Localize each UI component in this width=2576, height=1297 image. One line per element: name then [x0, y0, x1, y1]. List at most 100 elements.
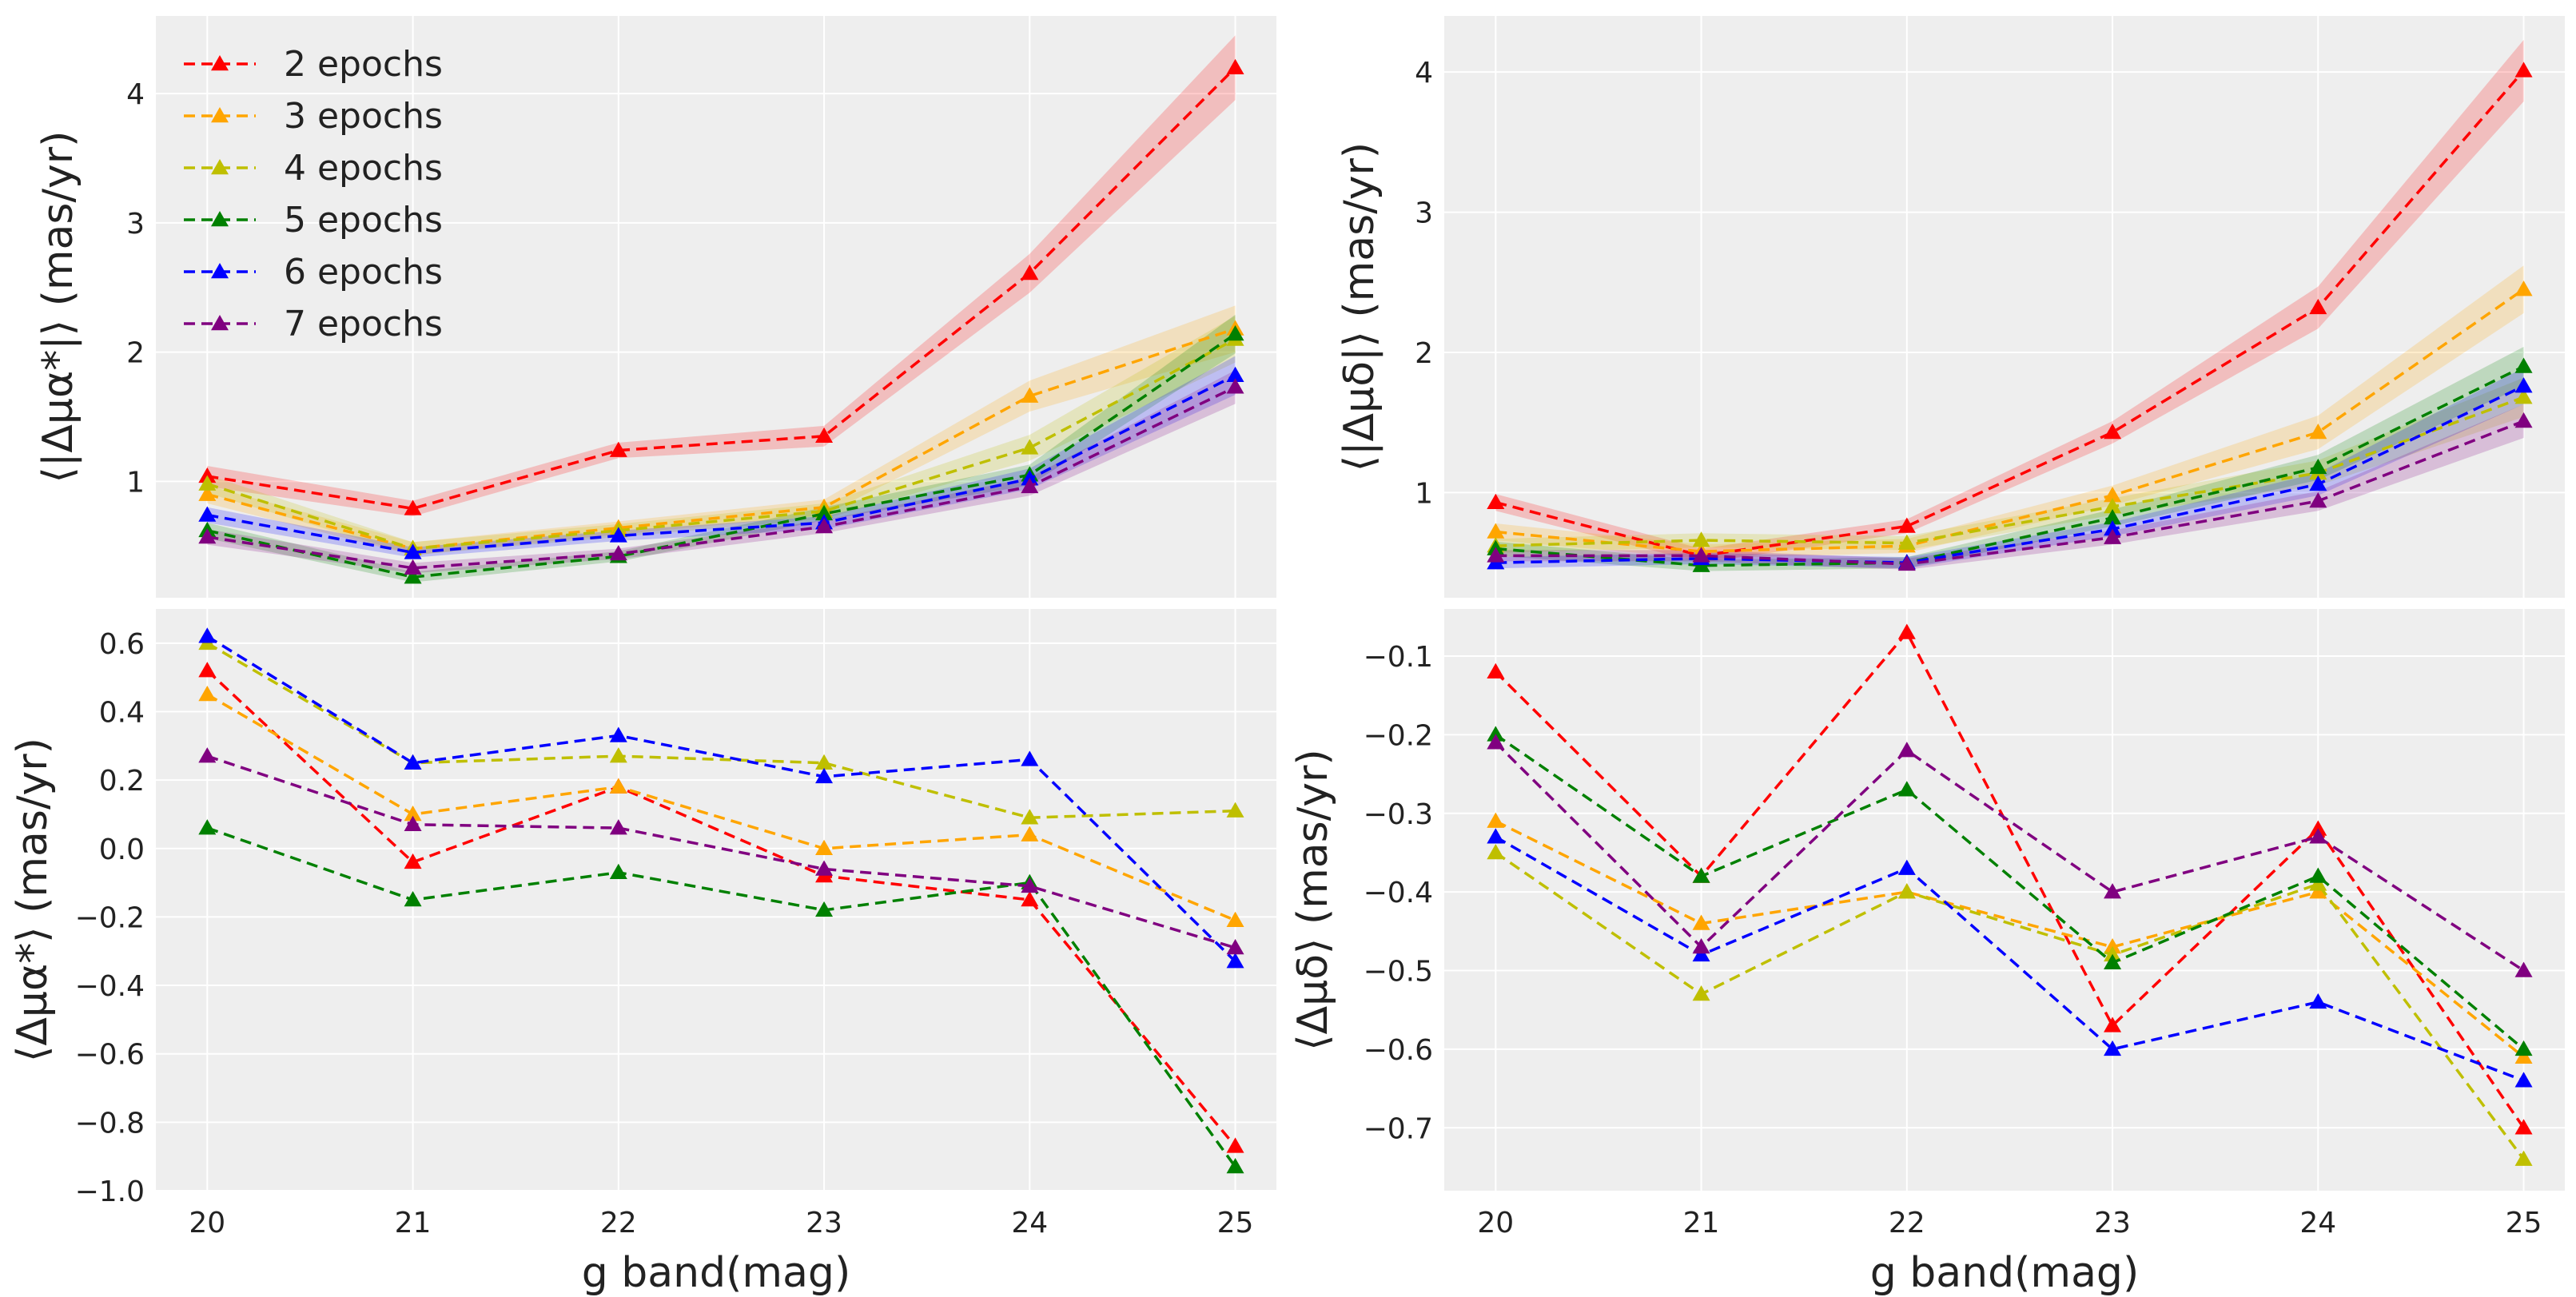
data-point [1692, 985, 1710, 1001]
data-point [404, 559, 422, 575]
data-point [2309, 458, 2327, 475]
data-point [1226, 378, 1244, 394]
series-line-5-epochs [1495, 733, 2525, 1051]
series-line-3-epochs [206, 327, 1236, 551]
series-line-5-epochs [1495, 364, 2525, 567]
data-point [404, 499, 422, 515]
y-tick-label: −0.1 [1364, 641, 1433, 674]
data-point [1692, 914, 1710, 930]
x-tick-label: 24 [2299, 1207, 2336, 1239]
x-tick-label: 20 [1477, 1207, 1514, 1239]
y-tick-label: 0.4 [99, 696, 145, 729]
y-tick-label: 3 [126, 208, 145, 241]
data-point [609, 527, 627, 543]
data-point [1487, 812, 1505, 828]
chart-bottom-left: −1.0 −0.8 −0.6 −0.4 −0.2 0.0 0.2 0.4 0.6 20 21 22 23… [9, 609, 1276, 1297]
data-point [198, 506, 217, 522]
y-tick-label: 0.6 [99, 628, 145, 661]
data-point [815, 901, 834, 917]
y-tick-label: 1 [126, 466, 145, 499]
data-point [2309, 867, 2327, 883]
legend-marker [211, 159, 229, 175]
legend: 2 epochs 3 epochs 4 epochs 5 epochs 6 epochs… [184, 44, 443, 344]
data-point [1226, 938, 1244, 955]
data-point [1487, 843, 1505, 860]
y-axis-label: ⟨|Δμδ|⟩ (mas/yr) [1336, 142, 1384, 471]
data-point [1897, 742, 1916, 758]
error-band-6-epochs [207, 356, 1236, 558]
data-point [2514, 961, 2533, 977]
data-point [2514, 1048, 2533, 1064]
data-point [2104, 1040, 2122, 1056]
y-tick-label: −0.2 [75, 901, 145, 934]
data-point [2104, 497, 2122, 514]
series-line-7-epochs [206, 754, 1236, 949]
y-tick-label: −0.6 [75, 1039, 145, 1072]
series-line-3-epochs [1495, 288, 2525, 553]
y-tick-label: −0.7 [1364, 1112, 1433, 1145]
data-point [1226, 802, 1244, 818]
data-point [2514, 1040, 2533, 1056]
chart-top-left: 1 2 3 4 ⟨|Δμα*|⟩ (mas/yr) 2 epochs 3 epochs 4 e… [34, 16, 1276, 598]
x-tick-label: 23 [2094, 1207, 2131, 1239]
y-tick-label: −0.6 [1364, 1034, 1433, 1067]
data-point [815, 427, 834, 444]
plot-area [156, 16, 1276, 598]
data-point [2104, 424, 2122, 440]
data-point [2104, 883, 2122, 899]
data-point [2514, 357, 2533, 373]
x-tick-label: 22 [1889, 1207, 1925, 1239]
data-point [2309, 875, 2327, 891]
data-point [1897, 859, 1916, 875]
series-line-5-epochs [206, 826, 1236, 1168]
legend-marker [211, 107, 229, 123]
series-line-2-epochs [1495, 70, 2525, 558]
y-tick-label: −1.0 [75, 1176, 145, 1208]
data-point [2309, 298, 2327, 315]
data-point [1897, 781, 1916, 797]
legend-entry: 6 epochs [284, 252, 443, 292]
data-point [815, 504, 834, 521]
data-point [1897, 883, 1916, 899]
data-point [1897, 623, 1916, 639]
y-tick-label: 3 [1415, 197, 1433, 230]
data-point [1226, 366, 1244, 382]
series-line-2-epochs [206, 669, 1236, 1148]
y-tick-label: 1 [1415, 477, 1433, 510]
data-point [2104, 945, 2122, 962]
plot-area [1444, 609, 2565, 1191]
y-axis-label: ⟨Δμδ⟩ (mas/yr) [1289, 749, 1337, 1050]
legend-marker [211, 263, 229, 279]
data-point [2104, 520, 2122, 536]
data-point [1487, 734, 1505, 750]
x-tick-label: 21 [395, 1207, 432, 1239]
series-line-2-epochs [1495, 630, 2525, 1129]
series-line-6-epochs [1495, 835, 2525, 1082]
x-axis-label: g band(mag) [582, 1249, 850, 1297]
legend-marker [211, 211, 229, 227]
chart-bottom-right: −0.7 −0.6 −0.5 −0.4 −0.3 −0.2 −0.1 20 21 22 23 24 25… [1289, 609, 2565, 1297]
data-point [1897, 534, 1916, 550]
x-tick-label: 24 [1011, 1207, 1048, 1239]
data-point [404, 754, 422, 770]
error-band-7-epochs [207, 370, 1236, 574]
x-tick-label: 20 [189, 1207, 225, 1239]
data-point [2514, 412, 2533, 428]
data-point [404, 568, 422, 584]
data-point [1021, 891, 1039, 907]
data-point [815, 860, 834, 876]
y-tick-label: 0.2 [99, 765, 145, 798]
data-point [2309, 491, 2327, 508]
data-point [2104, 953, 2122, 969]
data-point [2104, 509, 2122, 525]
error-band-4-epochs [207, 316, 1236, 555]
series-line-3-epochs [1495, 820, 2525, 1059]
series-line-6-epochs [1495, 384, 2525, 564]
y-tick-label: −0.5 [1364, 956, 1433, 989]
data-point [1226, 324, 1244, 341]
data-point [198, 686, 217, 702]
y-tick-label: 2 [1415, 337, 1433, 370]
series-line-7-epochs [1495, 742, 2525, 973]
series-line-7-epochs [1495, 420, 2525, 566]
data-point [1021, 439, 1039, 455]
